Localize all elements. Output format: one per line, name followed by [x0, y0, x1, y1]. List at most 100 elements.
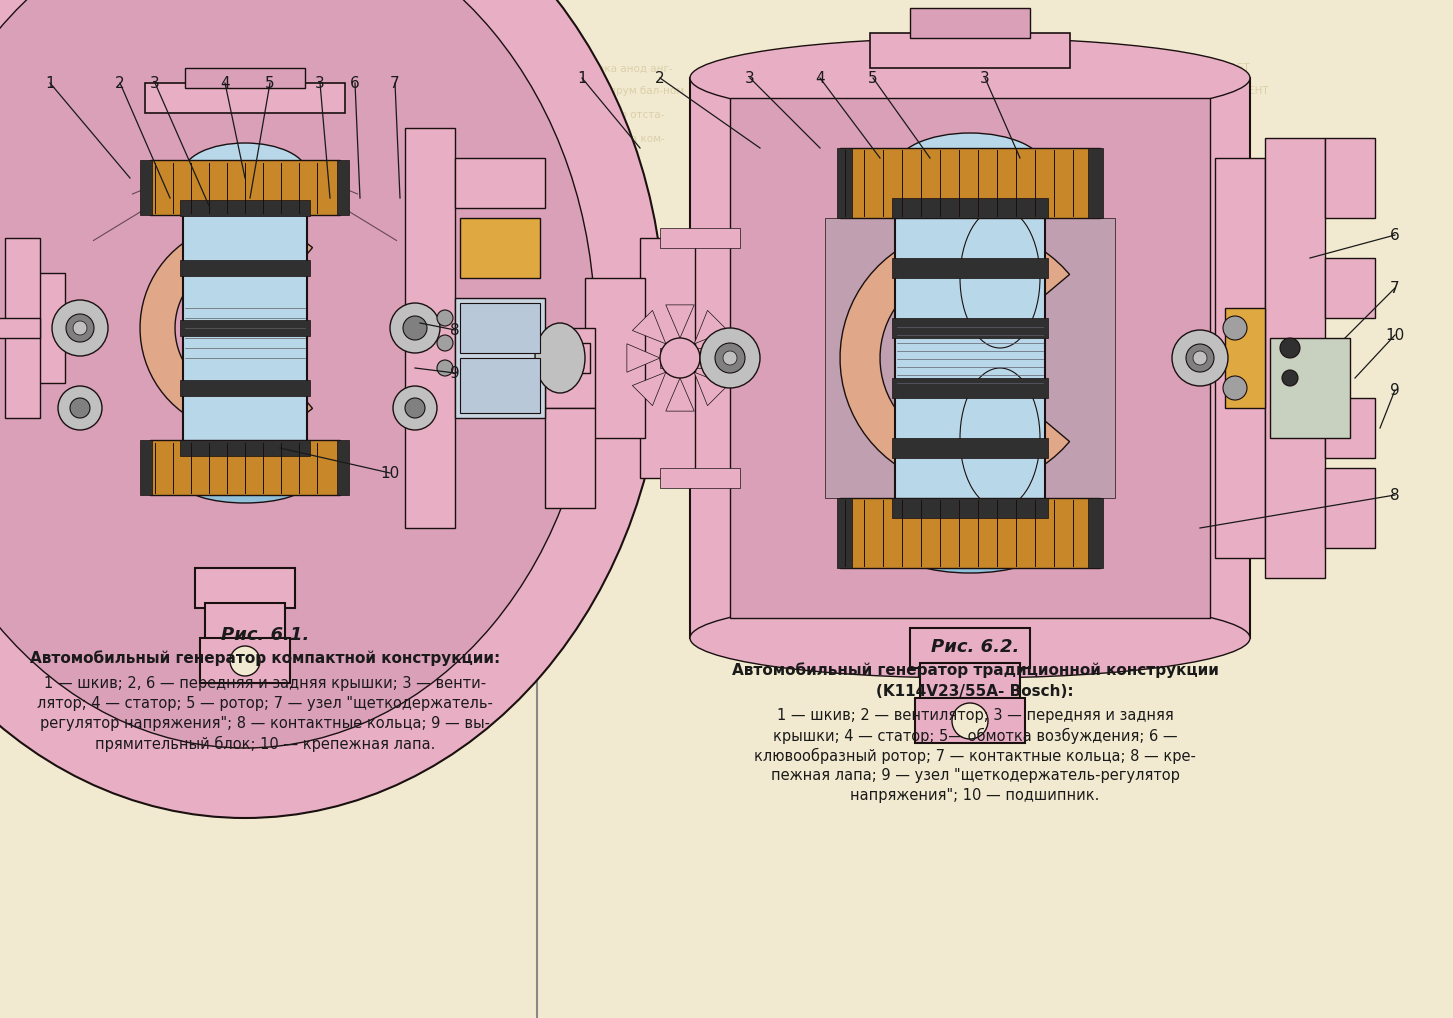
Ellipse shape: [1223, 316, 1247, 340]
Text: Подведение: Подведение: [541, 193, 607, 203]
Bar: [461, 218, 541, 278]
Bar: [892, 378, 1048, 398]
Bar: [455, 298, 545, 418]
Ellipse shape: [70, 398, 90, 418]
Ellipse shape: [690, 38, 1250, 118]
Text: трансформатор отста-: трансформатор отста-: [541, 110, 664, 120]
Polygon shape: [665, 378, 695, 411]
Ellipse shape: [0, 0, 594, 748]
Text: клювообразный ротор; 7 — контактные кольца; 8 — кре-: клювообразный ротор; 7 — контактные коль…: [754, 748, 1196, 765]
Text: уменьшения пульсации тока на вы-: уменьшения пульсации тока на вы-: [3, 110, 201, 120]
Text: ДЕС-ВО: ДЕС-ВО: [1200, 110, 1241, 120]
Bar: [660, 468, 740, 488]
Text: 4: 4: [221, 75, 230, 91]
Text: 6: 6: [1391, 227, 1399, 242]
Ellipse shape: [405, 398, 424, 418]
Text: Рис. 6.1.: Рис. 6.1.: [221, 626, 309, 644]
Ellipse shape: [230, 646, 260, 676]
Bar: [1088, 498, 1103, 568]
Ellipse shape: [65, 314, 94, 342]
Ellipse shape: [73, 321, 87, 335]
Text: 9: 9: [1391, 383, 1399, 397]
Bar: [1088, 148, 1103, 218]
Bar: [1325, 468, 1375, 548]
Bar: [180, 260, 309, 276]
Bar: [180, 380, 309, 396]
Bar: [545, 328, 594, 408]
Text: 6: 6: [350, 75, 360, 91]
Bar: [1325, 398, 1375, 458]
Bar: [139, 160, 153, 215]
Bar: [825, 218, 1114, 498]
Polygon shape: [665, 304, 695, 338]
Ellipse shape: [437, 360, 453, 376]
Bar: [180, 440, 309, 456]
Bar: [660, 348, 740, 367]
Ellipse shape: [389, 303, 440, 353]
Ellipse shape: [660, 338, 700, 378]
Ellipse shape: [58, 386, 102, 430]
Text: лятор; 4 — статор; 5 — ротор; 7 — узел "щеткодержатель-: лятор; 4 — статор; 5 — ротор; 7 — узел "…: [38, 696, 493, 711]
Bar: [4, 238, 41, 418]
Ellipse shape: [724, 351, 737, 365]
Bar: [892, 438, 1048, 458]
Text: генераторов схемы выпрямителей: генераторов схемы выпрямителей: [3, 86, 195, 96]
Text: Рис. 6.2.: Рис. 6.2.: [931, 638, 1019, 656]
Text: заметить, что в современных не: заметить, что в современных не: [3, 63, 183, 73]
Bar: [1325, 138, 1375, 218]
Ellipse shape: [960, 208, 1040, 348]
Bar: [530, 343, 590, 373]
Text: Конструкция полупроводников: Конструкция полупроводников: [3, 193, 176, 203]
Ellipse shape: [1173, 330, 1228, 386]
Text: 3: 3: [315, 75, 325, 91]
Ellipse shape: [0, 0, 665, 818]
Ellipse shape: [35, 538, 455, 598]
Ellipse shape: [960, 367, 1040, 508]
Bar: [405, 128, 455, 528]
Bar: [180, 200, 309, 216]
Bar: [150, 160, 340, 215]
Ellipse shape: [1186, 344, 1215, 372]
Text: 8: 8: [1391, 488, 1399, 503]
Polygon shape: [695, 310, 728, 344]
Text: 1: 1: [45, 75, 55, 91]
Bar: [1325, 258, 1375, 318]
Text: 10: 10: [381, 465, 400, 480]
Ellipse shape: [437, 335, 453, 351]
Bar: [837, 498, 851, 568]
Text: 1 — шкив; 2 — вентилятор; 3 — передняя и задняя: 1 — шкив; 2 — вентилятор; 3 — передняя и…: [776, 708, 1174, 723]
Bar: [195, 568, 295, 608]
Bar: [461, 358, 541, 413]
Bar: [545, 408, 594, 508]
Bar: [1225, 308, 1266, 408]
Text: напряжения"; 10 — подшипник.: напряжения"; 10 — подшипник.: [850, 788, 1100, 803]
Ellipse shape: [1282, 370, 1298, 386]
Bar: [915, 698, 1024, 743]
Text: сделает (тока анод анг-: сделает (тока анод анг-: [541, 63, 673, 73]
Text: Более 7...: Более 7...: [541, 158, 593, 168]
Ellipse shape: [952, 703, 988, 739]
Ellipse shape: [35, 58, 455, 118]
Polygon shape: [626, 344, 660, 373]
Text: 2: 2: [115, 75, 125, 91]
Text: распрям анклрум бал-ном: распрям анклрум бал-ном: [541, 86, 684, 96]
Bar: [639, 238, 695, 478]
Bar: [840, 498, 1100, 568]
Polygon shape: [632, 310, 665, 344]
Text: Автомобильный генератор компактной конструкции:: Автомобильный генератор компактной конст…: [31, 651, 500, 666]
Text: пежная лапа; 9 — узел "щеткодержатель-регулятор: пежная лапа; 9 — узел "щеткодержатель-ре…: [770, 768, 1180, 783]
Text: 3: 3: [745, 70, 756, 86]
Bar: [892, 498, 1048, 518]
Bar: [1215, 158, 1266, 558]
Text: 1: 1: [577, 70, 587, 86]
Bar: [690, 78, 1250, 638]
Text: 3: 3: [150, 75, 160, 91]
Bar: [837, 148, 851, 218]
Bar: [729, 98, 1210, 618]
Ellipse shape: [437, 310, 453, 326]
Ellipse shape: [1223, 376, 1247, 400]
Bar: [1266, 138, 1325, 578]
Bar: [910, 628, 1030, 668]
Bar: [455, 158, 545, 208]
Text: КОМПОНЕНТ: КОМПОНЕНТ: [1200, 86, 1268, 96]
